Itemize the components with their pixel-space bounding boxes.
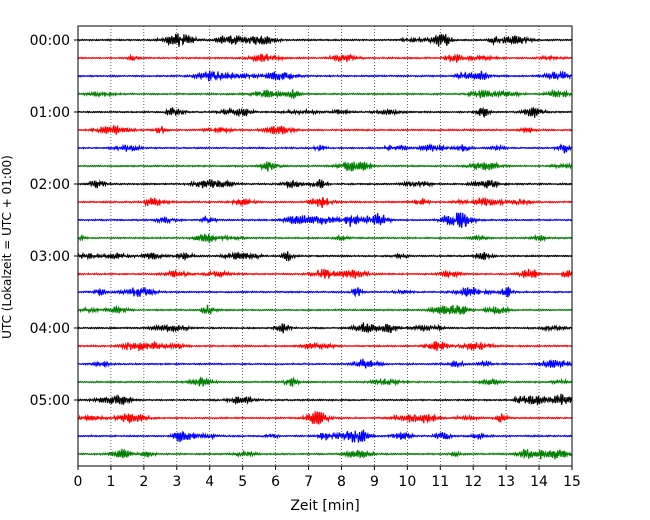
seismic-traces <box>77 33 573 460</box>
x-tick-label: 0 <box>74 474 83 490</box>
trace-line <box>77 268 573 279</box>
y-tick-label: 01:00 <box>30 105 70 121</box>
x-tick-label: 11 <box>431 474 449 490</box>
trace-line <box>77 124 573 135</box>
y-tick-label: 00:00 <box>30 33 70 49</box>
trace-line <box>77 286 573 298</box>
y-tick-label: 02:00 <box>30 177 70 193</box>
x-tick-label: 15 <box>563 474 581 490</box>
x-tick-label: 10 <box>398 474 416 490</box>
x-tick-label: 1 <box>106 474 115 490</box>
x-tick-label: 3 <box>172 474 181 490</box>
trace-line <box>77 88 573 100</box>
trace-line <box>77 196 573 209</box>
x-tick-label: 2 <box>139 474 148 490</box>
x-axis-ticks: 0 1 2 3 4 5 6 7 8 9 10 11 12 13 14 15 <box>74 466 581 490</box>
trace-line <box>77 233 573 244</box>
y-tick-label: 05:00 <box>30 393 70 409</box>
trace-line <box>77 358 573 369</box>
y-tick-label: 04:00 <box>30 321 70 337</box>
trace-line <box>77 448 573 460</box>
trace-line <box>77 376 573 387</box>
trace-line <box>77 429 573 443</box>
x-tick-label: 7 <box>304 474 313 490</box>
trace-line <box>77 106 573 119</box>
trace-line <box>77 142 573 154</box>
trace-line <box>77 304 573 316</box>
x-tick-label: 13 <box>497 474 515 490</box>
grid-lines <box>110 26 540 466</box>
trace-line <box>77 411 573 425</box>
trace-line <box>77 53 573 63</box>
x-tick-label: 8 <box>337 474 346 490</box>
trace-line <box>77 212 573 228</box>
x-tick-label: 5 <box>238 474 247 490</box>
x-axis-label: Zeit [min] <box>290 498 359 514</box>
trace-line <box>77 322 573 334</box>
trace-line <box>77 33 573 47</box>
plot-frame <box>77 25 573 467</box>
y-axis-label: UTC (Lokalzeit = UTC + 01:00) <box>0 155 14 339</box>
trace-line <box>77 70 573 82</box>
x-tick-label: 14 <box>530 474 548 490</box>
trace-line <box>77 178 573 190</box>
trace-line <box>77 161 573 172</box>
x-tick-label: 12 <box>464 474 482 490</box>
trace-line <box>77 393 573 407</box>
x-tick-label: 4 <box>205 474 214 490</box>
trace-line <box>77 340 573 352</box>
x-tick-label: 6 <box>271 474 280 490</box>
x-tick-label: 9 <box>370 474 379 490</box>
y-axis-ticks: 00:00 01:00 02:00 03:00 04:00 05:00 <box>30 33 78 409</box>
y-tick-label: 03:00 <box>30 249 70 265</box>
trace-line <box>77 251 573 262</box>
